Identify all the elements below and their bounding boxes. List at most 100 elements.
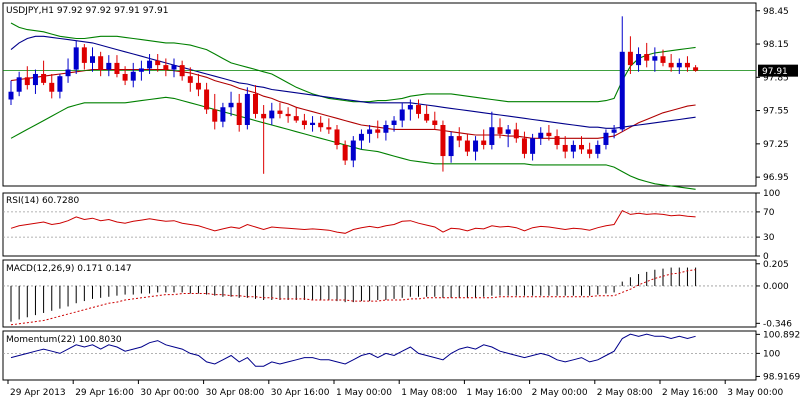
candle-body xyxy=(570,144,576,152)
candle-body xyxy=(301,120,307,125)
candle-body xyxy=(383,125,389,133)
candle-body xyxy=(228,102,234,108)
candle-body xyxy=(644,54,650,61)
candle-body xyxy=(277,110,283,114)
price-axis-tick-label: 97.85 xyxy=(763,73,789,83)
x-axis-label: 1 May 00:00 xyxy=(336,388,392,398)
candle-body xyxy=(90,56,95,63)
candle-body xyxy=(579,144,584,150)
candle-body xyxy=(326,127,332,130)
x-axis-label: 30 Apr 00:00 xyxy=(140,388,199,398)
rsi-line xyxy=(10,209,696,234)
candle-body xyxy=(130,71,136,81)
current-price-tag-label: 97.91 xyxy=(762,67,788,77)
momentum-title: Momentum(22) 100.8030 xyxy=(6,335,122,345)
candle-body xyxy=(318,122,324,128)
candle-body xyxy=(220,107,226,122)
candle-body xyxy=(505,129,511,134)
x-axis-label: 2 May 08:00 xyxy=(597,388,653,398)
candle-body xyxy=(163,65,169,70)
candle-body xyxy=(106,62,112,70)
x-axis-label: 29 Apr 2013 xyxy=(10,388,66,398)
candle-body xyxy=(350,140,356,161)
candle-body xyxy=(253,93,258,114)
rsi-title: RSI(14) 60.7280 xyxy=(6,196,79,206)
candle-body xyxy=(391,120,397,125)
candle-body xyxy=(212,109,218,122)
candle-body xyxy=(668,62,674,68)
x-axis-label: 2 May 16:00 xyxy=(662,388,718,398)
rsi-axis-tick-label: 70 xyxy=(763,208,775,218)
candle-body xyxy=(65,69,71,77)
candle-body xyxy=(587,149,593,154)
candle-body xyxy=(693,67,699,71)
x-axis-label: 30 Apr 08:00 xyxy=(206,388,265,398)
candle-body xyxy=(81,47,87,63)
macd-title: MACD(12,26,9) 0.171 0.147 xyxy=(6,264,132,274)
candle-body xyxy=(41,73,47,83)
candle-body xyxy=(530,138,536,154)
candle-body xyxy=(440,125,446,157)
candle-body xyxy=(407,105,413,110)
candle-body xyxy=(138,68,144,72)
x-axis-label: 2 May 00:00 xyxy=(532,388,588,398)
price-axis-tick-label: 96.95 xyxy=(763,173,789,183)
candle-body xyxy=(269,110,275,119)
candle-body xyxy=(24,77,30,86)
candle-body xyxy=(261,113,267,119)
momentum-line xyxy=(10,333,696,367)
candle-body xyxy=(57,76,63,92)
candle-body xyxy=(660,56,666,63)
candle-body xyxy=(603,132,609,145)
price-axis-tick-label: 98.45 xyxy=(763,7,789,17)
candle-body xyxy=(652,56,658,61)
momentum-axis-tick-label: 100 xyxy=(763,349,780,359)
candle-body xyxy=(236,102,242,125)
candle-body xyxy=(521,138,527,154)
candle-body xyxy=(513,129,519,139)
candle-body xyxy=(456,136,462,141)
pane-frame-2 xyxy=(2,259,757,328)
candle-body xyxy=(424,113,430,121)
macd-signal-line xyxy=(10,269,696,326)
rsi-axis-tick-label: 0 xyxy=(763,252,769,262)
candle-body xyxy=(546,132,552,137)
momentum-axis-tick-label: 98.9169 xyxy=(763,372,800,382)
candle-body xyxy=(595,144,601,154)
candle-body xyxy=(171,65,177,70)
candle-body xyxy=(204,89,210,110)
rsi-axis-tick-label: 30 xyxy=(763,233,775,243)
pane-frame-3 xyxy=(2,330,757,381)
candle-body xyxy=(187,76,193,83)
candle-body xyxy=(432,120,438,125)
main-chart-title: USDJPY,H1 97.92 97.92 97.91 97.91 xyxy=(6,6,168,16)
candle-body xyxy=(98,56,104,70)
candle-body xyxy=(636,54,642,66)
candle-body xyxy=(73,47,79,70)
candle-body xyxy=(32,73,38,86)
x-axis-label: 30 Apr 16:00 xyxy=(271,388,330,398)
candle-body xyxy=(155,60,161,66)
candle-body xyxy=(114,62,120,74)
price-axis-tick-label: 98.15 xyxy=(763,40,789,50)
candle-body xyxy=(358,133,364,141)
pane-frame-0 xyxy=(2,2,757,187)
candle-body xyxy=(464,140,470,152)
candle-body xyxy=(554,136,560,145)
candle-body xyxy=(8,91,14,100)
candle-body xyxy=(179,65,185,77)
candle-body xyxy=(399,109,405,121)
candle-body xyxy=(684,62,690,68)
candle-body xyxy=(416,105,421,114)
candle-body xyxy=(16,77,22,92)
candle-body xyxy=(473,140,479,152)
candle-body xyxy=(49,82,55,92)
price-axis-tick-label: 97.55 xyxy=(763,107,789,117)
candle-body xyxy=(285,113,291,117)
candle-body xyxy=(481,140,487,145)
rsi-axis-tick-label: 100 xyxy=(763,189,780,199)
macd-axis-tick-label: -0.346 xyxy=(763,319,792,329)
price-bb-upper-line xyxy=(10,22,696,103)
candle-body xyxy=(489,127,495,145)
